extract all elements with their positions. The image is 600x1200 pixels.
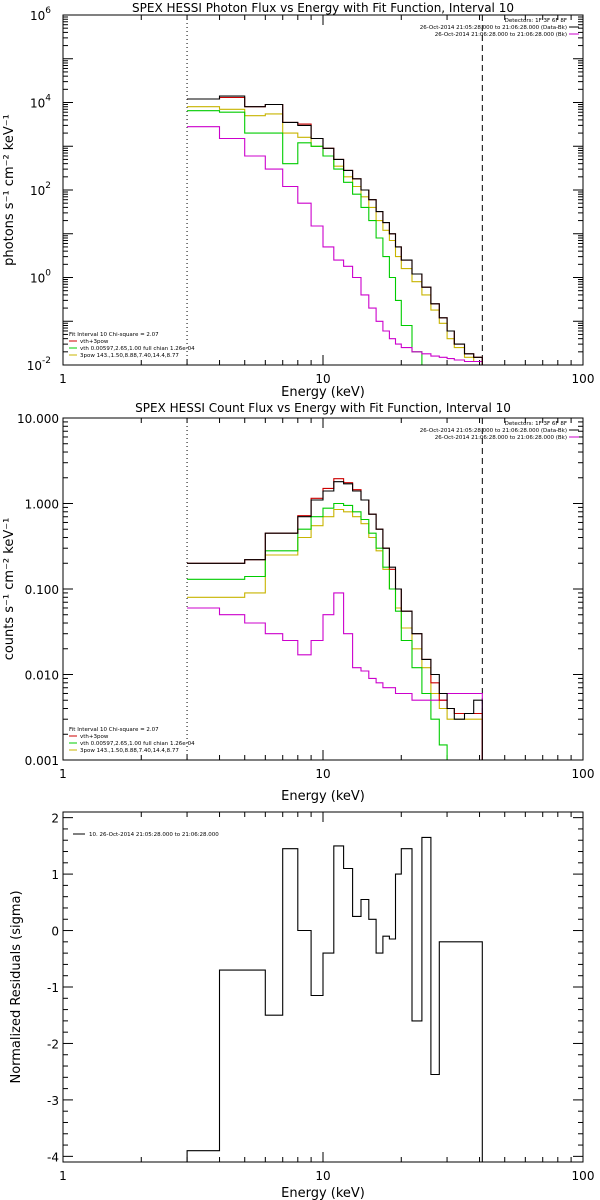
- y-tick-label: 10.000: [17, 412, 59, 426]
- y-tick-label: 1.000: [25, 498, 59, 512]
- legend-entry: 10. 26-Oct-2014 21:05:28.000 to 21:06:28…: [89, 832, 219, 838]
- x-tick-label: 100: [572, 372, 595, 386]
- y-tick-label: 104: [30, 94, 51, 111]
- y-tick-label-base: 10: [30, 272, 45, 286]
- y-tick-label: -4: [47, 1150, 59, 1164]
- x-tick-label: 100: [572, 1169, 595, 1183]
- y-tick-label-base: 10: [30, 9, 45, 23]
- y-tick-label-base: 10.000: [17, 412, 59, 426]
- series-residuals: [186, 836, 483, 1162]
- y-tick-label: 0.001: [25, 754, 59, 768]
- y-tick-label-exponent: -2: [42, 356, 51, 366]
- series-3pow: [187, 508, 483, 760]
- y-tick-label: -1: [47, 981, 59, 995]
- y-tick-label: -2: [47, 1037, 59, 1051]
- series-data: [187, 481, 483, 760]
- chart-title: SPEX HESSI Count Flux vs Energy with Fit…: [135, 401, 511, 415]
- y-tick-label: 1: [51, 868, 59, 882]
- y-tick-label-exponent: 0: [45, 269, 51, 279]
- legend-entry: Fit Interval 10 Chi-square = 2.07: [69, 727, 159, 733]
- y-tick-label-base: 1.000: [25, 498, 59, 512]
- series-bk: [187, 592, 483, 760]
- plot-frame: [62, 811, 584, 1163]
- y-tick-label-base: -2: [47, 1037, 59, 1051]
- y-tick-label-base: -4: [47, 1150, 59, 1164]
- legend-entry: vth+3pow: [80, 339, 109, 345]
- y-tick-label-exponent: 4: [45, 94, 51, 104]
- y-tick-label-base: 10: [30, 184, 45, 198]
- legend-entry: 3pow 143.,1.50,8.88,7.40,14.4,8.77: [80, 748, 179, 754]
- series-group: [187, 478, 483, 760]
- x-tick-label: 10: [315, 372, 330, 386]
- y-tick-label-exponent: 2: [45, 181, 51, 191]
- series-vth-3pow: [187, 478, 483, 760]
- plot-frame: [62, 417, 584, 761]
- legend-entry: 3pow 143.,1.50,8.88,7.40,14.4,8.77: [80, 353, 179, 359]
- y-tick-label-base: 0.001: [25, 754, 59, 768]
- y-tick-label: 100: [30, 269, 51, 286]
- y-tick-label: -3: [47, 1094, 59, 1108]
- legend-entry: Fit Interval 10 Chi-square = 2.07: [69, 332, 159, 338]
- y-tick-label: 106: [30, 6, 51, 23]
- y-tick-label: 0.100: [25, 583, 59, 597]
- x-tick-label: 10: [315, 1169, 330, 1183]
- legend-entry: Detectors: 1F 3F 6F 8F: [505, 18, 567, 24]
- chart-title: SPEX HESSI Photon Flux vs Energy with Fi…: [132, 1, 514, 15]
- y-tick-label-base: 10: [27, 359, 42, 373]
- x-axis-label: Energy (keV): [281, 1186, 365, 1200]
- y-tick-label-base: 2: [51, 812, 59, 826]
- y-tick-label-base: 10: [30, 97, 45, 111]
- x-tick-label: 1: [59, 767, 67, 781]
- photon-flux-panel: SPEX HESSI Photon Flux vs Energy with Fi…: [2, 1, 594, 400]
- series-vth-3pow: [187, 96, 483, 365]
- legend-entry: 26-Oct-2014 21:06:28.000 to 21:06:28.000…: [435, 435, 567, 441]
- y-axis-label: counts s⁻¹ cm⁻² keV⁻¹: [2, 518, 17, 661]
- y-tick-label: 102: [30, 181, 51, 198]
- x-tick-label: 1: [59, 1169, 67, 1183]
- x-tick-label: 100: [572, 767, 595, 781]
- x-tick-label: 10: [315, 767, 330, 781]
- series-vth: [187, 110, 483, 365]
- x-tick-label: 1: [59, 372, 67, 386]
- count-flux-panel: SPEX HESSI Count Flux vs Energy with Fit…: [2, 401, 594, 804]
- y-tick-label-base: 0.100: [25, 583, 59, 597]
- y-tick-label-base: 0: [51, 925, 59, 939]
- y-tick-label-base: -1: [47, 981, 59, 995]
- series-bk: [187, 126, 483, 365]
- y-tick-label: 10-2: [27, 356, 51, 373]
- series-3pow: [187, 106, 483, 365]
- y-tick-label-base: 1: [51, 868, 59, 882]
- plot-frame: [62, 14, 584, 366]
- legend-entry: 26-Oct-2014 21:05:28.000 to 21:06:28.000…: [420, 428, 567, 434]
- y-tick-label-base: 0.010: [25, 669, 59, 683]
- legend-entry: vth 0.00597,2.65,1.00 full chian 1.26e-0…: [80, 346, 195, 352]
- y-axis-label: Normalized Residuals (sigma): [9, 890, 24, 1083]
- series-group: [186, 836, 483, 1162]
- residuals-panel: 1 10 100 Energy (keV) -4 -3 -2 -1 0 1 2 Normalized …: [9, 811, 595, 1200]
- x-axis-label: Energy (keV): [281, 385, 365, 400]
- legend-entry: 26-Oct-2014 21:05:28.000 to 21:06:28.000…: [420, 25, 567, 31]
- y-tick-label: 2: [51, 812, 59, 826]
- legend-entry: 26-Oct-2014 21:06:28.000 to 21:06:28.000…: [435, 32, 567, 38]
- legend-entry: vth+3pow: [80, 734, 109, 740]
- y-axis-label: photons s⁻¹ cm⁻² keV⁻¹: [2, 114, 17, 266]
- series-group: [187, 95, 483, 365]
- y-tick-label: 0: [51, 925, 59, 939]
- series-vth: [187, 502, 483, 760]
- y-tick-label: 0.010: [25, 669, 59, 683]
- y-tick-label-exponent: 6: [45, 6, 51, 16]
- legend-entry: vth 0.00597,2.65,1.00 full chian 1.26e-0…: [80, 741, 195, 747]
- x-axis-label: Energy (keV): [281, 789, 365, 804]
- legend-entry: Detectors: 1F 3F 6F 8F: [505, 421, 567, 427]
- y-tick-label-base: -3: [47, 1094, 59, 1108]
- series-data: [187, 95, 483, 365]
